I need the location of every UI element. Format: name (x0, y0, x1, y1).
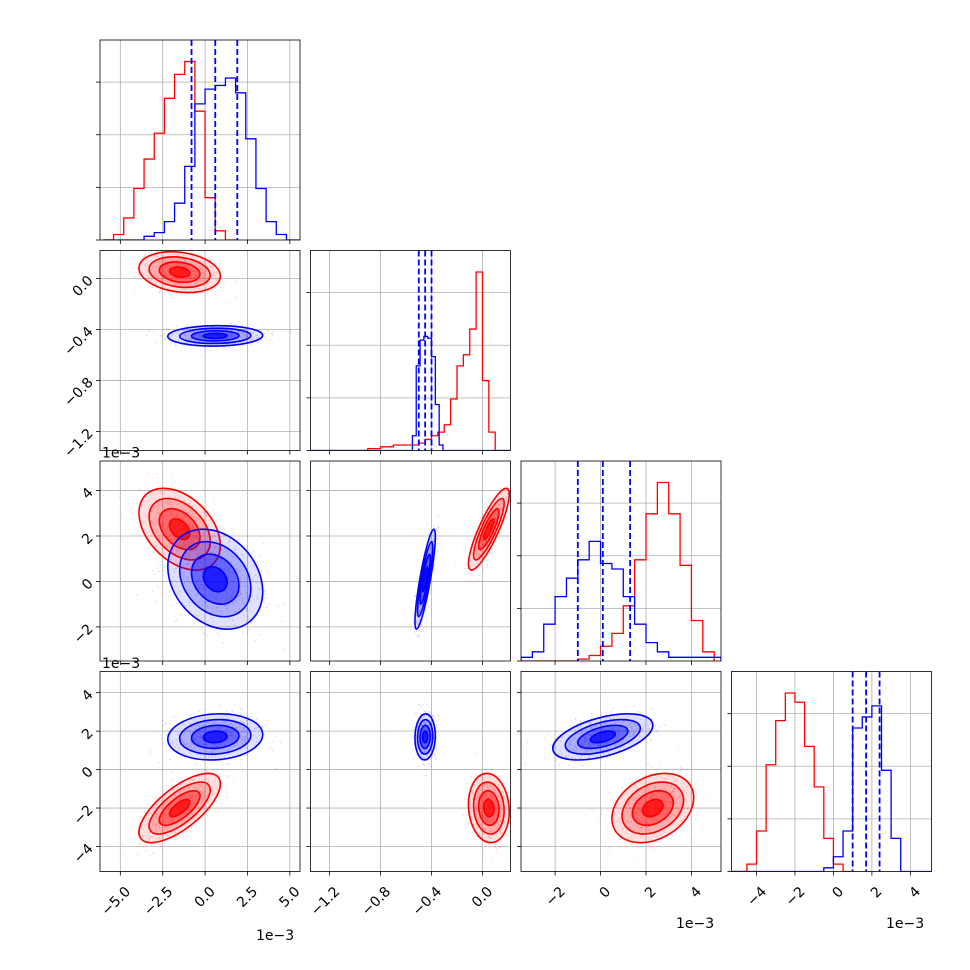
panel-1-1 (306, 250, 511, 455)
contour-3-2-series-1-level-3 (589, 730, 617, 744)
panel-frame-1-1 (310, 250, 511, 451)
histogram-2-series-0 (521, 481, 715, 661)
panel-content-2-0 (103, 473, 285, 650)
panel-content-1-1 (310, 250, 511, 451)
panel-content-3-3 (731, 671, 932, 872)
panel-content-1-0 (108, 250, 292, 358)
panel-frame-3-1 (310, 671, 511, 872)
histogram-2-series-1 (521, 540, 721, 661)
panel-frame-0-0 (99, 39, 301, 241)
panel-frame-3-0 (99, 671, 301, 872)
panel-content-0-0 (103, 40, 300, 240)
panel-3-0 (96, 671, 301, 876)
contour-3-1-series-0-level-3 (482, 798, 495, 818)
panel-1-0 (96, 250, 301, 455)
panel-content-2-1 (410, 471, 511, 638)
panel-frame-2-2 (520, 460, 722, 662)
histogram-1-series-0 (310, 271, 511, 451)
panel-content-3-0 (121, 703, 282, 856)
x-offset-label-2: 1e−3 (676, 916, 714, 932)
y-offset-label-1: 1e−3 (102, 446, 140, 462)
panel-2-0 (96, 460, 301, 665)
x-offset-label-3: 1e−3 (886, 916, 924, 932)
contour-3-2-series-0-level-3 (641, 798, 664, 818)
panel-3-1 (306, 671, 511, 876)
panel-content-2-2 (521, 461, 721, 661)
histogram-3-series-0 (731, 692, 853, 872)
panel-frame-2-1 (310, 460, 511, 662)
y-offset-label-2: 1e−3 (102, 656, 140, 672)
panel-2-1 (306, 460, 511, 665)
contour-2-1-series-1-level-3 (421, 565, 429, 593)
contour-3-0-series-0-level-3 (168, 798, 191, 818)
contour-3-0-series-1-level-3 (202, 730, 228, 744)
contour-1-0-series-0-level-3 (168, 266, 191, 279)
panel-3-2 (517, 671, 722, 876)
contour-3-1-series-1-level-3 (421, 730, 429, 744)
panel-frame-3-2 (520, 671, 722, 872)
x-offset-label-0: 1e−3 (256, 928, 294, 944)
contour-1-0-series-1-level-3 (202, 332, 228, 340)
panel-2-2 (517, 460, 722, 665)
contour-2-0-series-1-level-3 (202, 565, 228, 593)
panel-content-3-2 (524, 703, 710, 859)
histogram-3-series-1 (731, 705, 932, 872)
panel-0-0 (96, 39, 301, 244)
panel-frame-3-3 (731, 671, 932, 872)
panel-content-3-1 (412, 704, 511, 860)
panel-3-3 (727, 671, 932, 876)
histogram-0-series-0 (103, 60, 236, 240)
panel-frame-2-0 (99, 460, 301, 662)
contour-2-1-series-0-level-3 (482, 518, 495, 541)
histogram-1-series-1 (310, 335, 511, 451)
panel-frame-1-0 (99, 250, 301, 451)
